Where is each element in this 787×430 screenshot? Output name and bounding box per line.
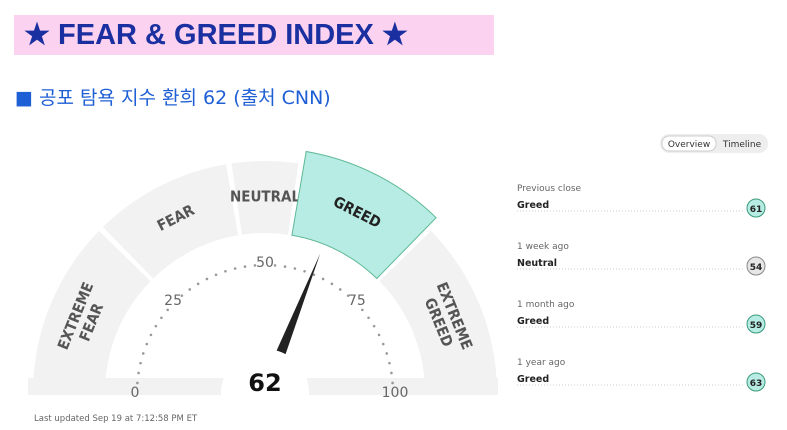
tick-dot <box>253 264 257 267</box>
history-rating: Greed <box>517 374 549 385</box>
history-value: 61 <box>750 205 763 215</box>
history-badge <box>746 198 766 218</box>
tick-dot <box>137 371 140 375</box>
history-rating: Greed <box>517 316 549 327</box>
tick-label: 0 <box>131 385 140 401</box>
tick-dot <box>372 324 376 328</box>
tick-dot <box>377 333 381 337</box>
tick-dot <box>346 294 350 297</box>
needle <box>275 253 321 358</box>
subtitle: ■ 공포 탐욕 지수 환희 62 (출처 CNN) <box>15 87 331 109</box>
tick-label: 25 <box>164 293 182 309</box>
tick-dot <box>361 308 364 312</box>
tick-label: 50 <box>256 255 274 271</box>
tick-dot <box>136 381 139 385</box>
tick-dot <box>390 371 393 375</box>
tick-dot <box>205 277 209 281</box>
tick-dot <box>243 265 247 268</box>
gauge-segment <box>231 160 299 235</box>
history-label: 1 year ago <box>517 358 566 368</box>
history-label: 1 week ago <box>517 242 569 252</box>
tick-dot <box>391 381 394 385</box>
tick-dot <box>273 264 277 267</box>
history-value: 63 <box>750 379 763 389</box>
gauge-segment <box>291 150 437 280</box>
tick-dot <box>149 333 153 337</box>
tick-dot <box>338 288 342 291</box>
history-rating: Greed <box>517 200 549 211</box>
tick-dot <box>312 273 316 277</box>
tick-label: 100 <box>382 385 409 401</box>
tick-dot <box>188 288 192 291</box>
tick-label: 75 <box>348 293 366 309</box>
tick-dot <box>141 352 145 355</box>
history-badge <box>746 372 766 392</box>
footer: Last updated Sep 19 at 7:12:58 PM ET <box>34 414 198 424</box>
tick-dot <box>145 342 149 346</box>
tick-dot <box>330 282 334 286</box>
banner-title: ★ FEAR & GREED INDEX ★ <box>14 15 494 55</box>
tick-dot <box>139 361 142 365</box>
tick-dot <box>180 294 184 297</box>
tab-active[interactable] <box>661 135 717 152</box>
tick-dot <box>303 269 306 273</box>
tick-dot <box>381 342 385 346</box>
history-label: Previous close <box>517 184 582 194</box>
history-value: 54 <box>750 263 763 273</box>
tick-dot <box>166 308 169 312</box>
center-disc <box>221 349 309 430</box>
gauge-segment <box>32 230 151 393</box>
segment-label: NEUTRAL <box>230 188 301 206</box>
tick-dot <box>214 273 218 277</box>
tab[interactable]: Timeline <box>722 140 762 150</box>
tab[interactable]: Overview <box>668 140 710 150</box>
gauge-segment <box>379 230 497 393</box>
tick-dot <box>367 316 370 320</box>
gauge-value: 62 <box>248 369 281 397</box>
tick-dot <box>160 316 163 320</box>
tick-dot <box>196 282 200 286</box>
history-badge <box>746 256 766 276</box>
history-badge <box>746 314 766 334</box>
history-value: 59 <box>750 321 763 331</box>
tick-dot <box>321 277 325 281</box>
gauge-segment <box>102 164 239 279</box>
tick-dot <box>233 267 237 270</box>
history-rating: Neutral <box>517 258 557 269</box>
tick-dot <box>224 269 227 273</box>
tick-dot <box>293 267 297 270</box>
tick-dot <box>154 324 158 328</box>
tick-dot <box>388 361 391 365</box>
history-label: 1 month ago <box>517 300 575 310</box>
tick-dot <box>385 352 389 355</box>
tick-dot <box>283 265 287 268</box>
